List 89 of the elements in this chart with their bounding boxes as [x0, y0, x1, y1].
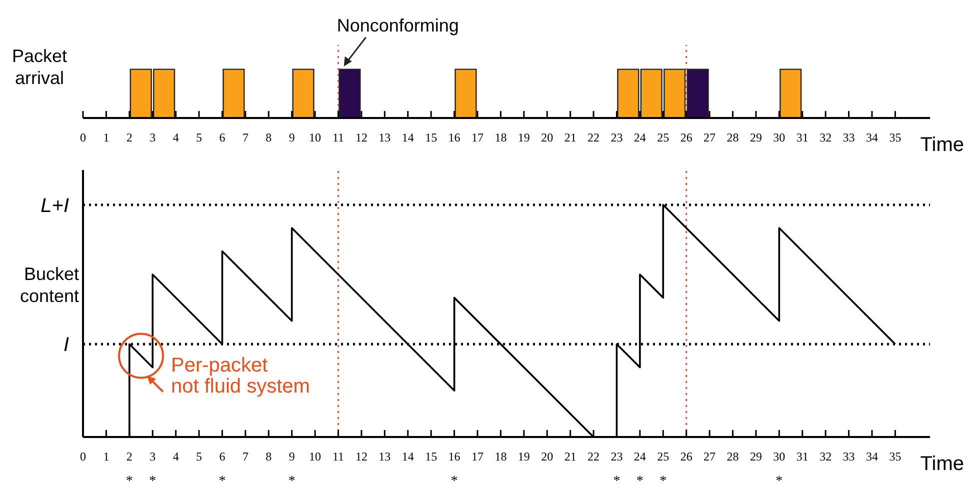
- x-tick-label: 21: [564, 450, 576, 464]
- x-tick-label: 23: [610, 450, 623, 464]
- x-tick-label: 34: [866, 130, 878, 145]
- x-tick-label: 0: [80, 130, 86, 145]
- x-tick-label: 35: [889, 130, 902, 145]
- x-tick-label: 2: [126, 130, 132, 145]
- x-tick-label: 26: [680, 130, 692, 145]
- x-tick-label: 13: [378, 450, 391, 464]
- x-tick-label: 8: [266, 450, 272, 464]
- x-tick-label: 16: [448, 450, 460, 464]
- y-axis-title: Packet arrival: [10, 45, 68, 89]
- x-tick-label: 8: [266, 130, 272, 145]
- x-tick-label: 17: [471, 130, 484, 145]
- x-tick-label: 34: [866, 450, 878, 464]
- text: *: [613, 474, 620, 489]
- x-tick-label: 6: [219, 130, 226, 145]
- x-tick-label: 32: [820, 130, 832, 145]
- x-tick-label: 11: [332, 130, 344, 145]
- text: *: [126, 474, 133, 489]
- x-tick-label: 32: [820, 450, 832, 464]
- x-tick-label: 0: [80, 450, 86, 464]
- x-tick-label: 7: [242, 450, 248, 464]
- text: *: [288, 474, 296, 489]
- x-tick-label: 18: [494, 130, 507, 145]
- text: *: [149, 474, 156, 489]
- x-tick-label: 17: [471, 450, 484, 464]
- x-tick-label: 9: [288, 450, 295, 464]
- x-tick-label: 27: [704, 450, 716, 464]
- x-tick-label: 29: [750, 130, 762, 145]
- x-tick-label: 25: [657, 450, 670, 464]
- x-tick-label: 16: [448, 130, 460, 145]
- x-tick-label: 31: [796, 450, 808, 464]
- x-tick-label: 5: [196, 130, 202, 145]
- x-tick-label: 3: [150, 450, 156, 464]
- x-tick-label: 23: [610, 130, 623, 145]
- x-tick-label: 24: [634, 130, 646, 145]
- x-tick-label: 5: [196, 450, 202, 464]
- x-tick-label: 7: [242, 130, 248, 145]
- x-tick-label: 4: [172, 130, 179, 145]
- x-tick-label: 4: [172, 450, 179, 464]
- ref-line-label: I: [63, 334, 70, 356]
- text: *: [218, 474, 226, 489]
- x-tick-label: 15: [425, 450, 438, 464]
- x-tick-label: 28: [726, 130, 739, 145]
- ref-line-label: L+I: [40, 194, 70, 217]
- x-tick-label: 31: [796, 130, 808, 145]
- x-tick-label: 21: [564, 130, 576, 145]
- x-tick-label: 19: [518, 130, 530, 145]
- x-tick-label: 26: [680, 450, 692, 464]
- x-tick-label: 35: [889, 450, 902, 464]
- text: *: [660, 474, 667, 489]
- x-tick-label: 18: [494, 450, 507, 464]
- x-tick-label: 2: [126, 450, 132, 464]
- y-axis-title: Bucket content: [18, 262, 79, 307]
- x-tick-label: 10: [309, 130, 322, 145]
- x-tick-label: 28: [726, 450, 739, 464]
- x-tick-label: 15: [425, 130, 438, 145]
- x-tick-label: 14: [402, 130, 414, 145]
- x-tick-label: 22: [588, 450, 600, 464]
- x-tick-label: 1: [103, 450, 110, 464]
- text: *: [636, 474, 644, 489]
- x-tick-label: 20: [541, 130, 554, 145]
- x-axis-title: Time: [920, 453, 964, 476]
- x-tick-label: 33: [842, 450, 855, 464]
- x-tick-label: 30: [773, 450, 786, 464]
- x-tick-label: 14: [402, 450, 414, 464]
- x-tick-label: 33: [842, 130, 855, 145]
- x-tick-label: 1: [103, 130, 110, 145]
- text: *: [776, 474, 783, 489]
- x-tick-label: 12: [355, 130, 368, 145]
- annotation: Per-packet not fluid system: [171, 354, 310, 398]
- x-tick-label: 11: [332, 450, 344, 464]
- x-tick-label: 19: [518, 450, 530, 464]
- x-tick-label: 24: [634, 450, 646, 464]
- x-tick-label: 22: [588, 130, 600, 145]
- x-tick-label: 9: [288, 130, 295, 145]
- x-tick-label: 10: [309, 450, 322, 464]
- x-tick-label: 3: [150, 130, 156, 145]
- x-axis-title: Time: [920, 134, 964, 157]
- x-tick-label: 30: [773, 130, 786, 145]
- x-tick-label: 25: [657, 130, 670, 145]
- annotation: Nonconforming: [336, 15, 459, 36]
- x-tick-label: 27: [704, 130, 716, 145]
- x-tick-label: 20: [541, 450, 554, 464]
- x-tick-label: 29: [750, 450, 762, 464]
- x-tick-label: 13: [378, 130, 391, 145]
- text: *: [450, 474, 458, 489]
- x-tick-label: 6: [219, 450, 226, 464]
- x-tick-label: 12: [355, 450, 368, 464]
